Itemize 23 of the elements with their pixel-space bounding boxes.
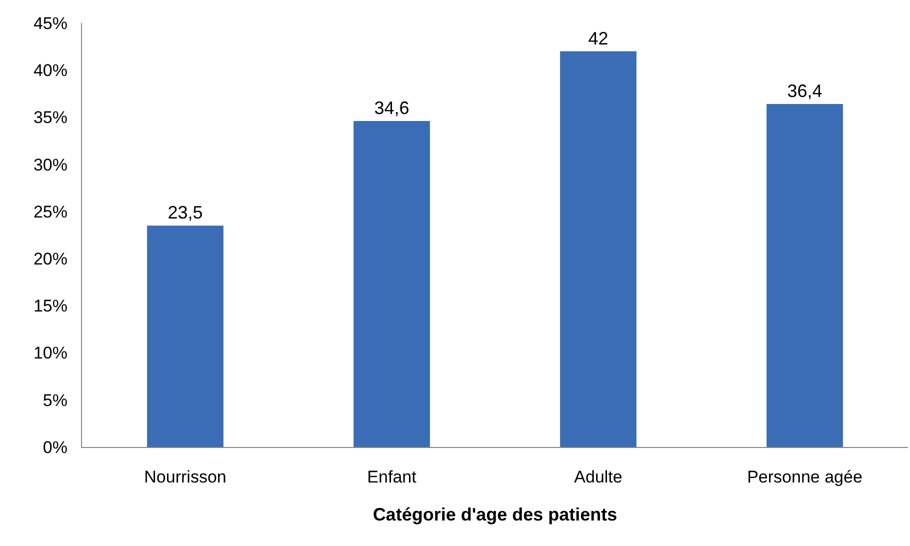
data-label: 36,4 bbox=[787, 81, 822, 102]
data-label: 34,6 bbox=[374, 98, 410, 118]
bar bbox=[766, 104, 843, 447]
y-tick-label: 25% bbox=[33, 202, 68, 222]
y-tick-label: 15% bbox=[33, 296, 68, 316]
y-tick-label: 10% bbox=[33, 344, 68, 363]
y-tick-label: 5% bbox=[42, 390, 68, 410]
x-tick-label: Nourrisson bbox=[144, 468, 226, 486]
y-tick-label: 20% bbox=[33, 250, 68, 269]
bar bbox=[147, 226, 224, 447]
x-tick-label: Enfant bbox=[367, 468, 417, 486]
y-tick-label: 45% bbox=[33, 14, 68, 33]
data-label: 42 bbox=[588, 28, 608, 48]
y-tick-label: 30% bbox=[33, 155, 68, 174]
bar bbox=[560, 51, 636, 447]
x-axis-title: Catégorie d'age des patients bbox=[372, 504, 618, 525]
y-tick-label: 35% bbox=[33, 108, 68, 128]
y-tick-label: 40% bbox=[33, 61, 68, 80]
bar bbox=[354, 120, 430, 447]
y-tick-label: 0% bbox=[42, 438, 68, 457]
x-tick-label: Personne agée bbox=[747, 468, 862, 486]
x-tick-label: Adulte bbox=[574, 468, 622, 486]
data-label: 23,5 bbox=[168, 202, 203, 223]
